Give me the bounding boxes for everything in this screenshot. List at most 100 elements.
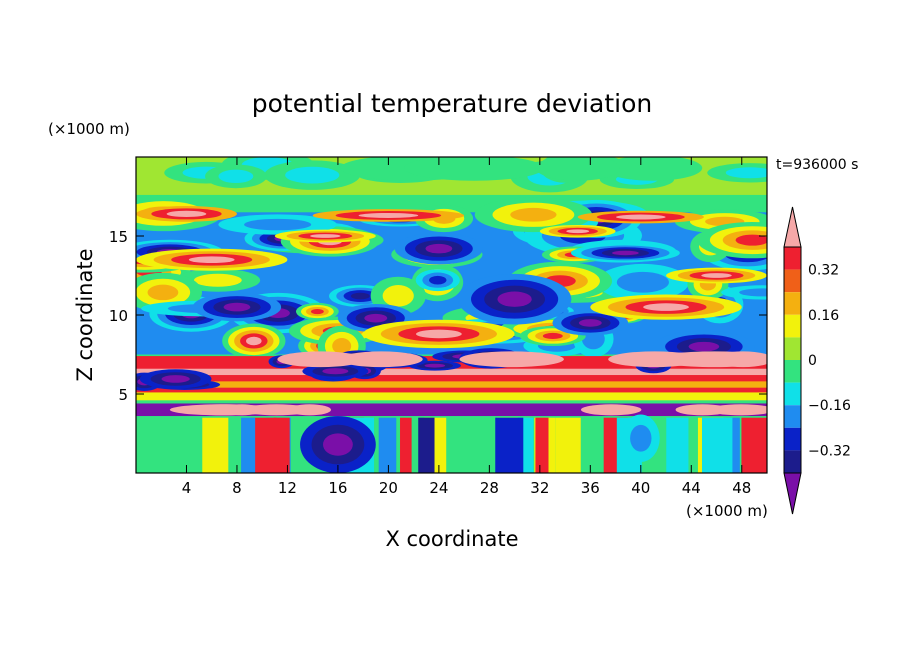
- y-axis: 5 10 15: [109, 228, 767, 404]
- y-tick-label: 10: [109, 307, 128, 325]
- colorbar-band: [784, 450, 801, 473]
- field-blob: [244, 218, 312, 231]
- x-tick-label: 20: [379, 479, 398, 497]
- colorbar: 0.32 0.16 0 −0.16 −0.32: [783, 206, 851, 515]
- x-tick-label: 48: [732, 479, 751, 497]
- field-blob: [566, 229, 590, 234]
- colorbar-tick-label: 0.16: [808, 308, 839, 324]
- field-blob: [364, 313, 388, 323]
- field-blob: [713, 351, 767, 368]
- colorbar-min-arrow: [783, 472, 802, 515]
- field-blob: [725, 167, 767, 179]
- field-band: [136, 392, 767, 401]
- field-blob: [701, 273, 732, 278]
- field-blob: [429, 275, 447, 285]
- x-tick-label: 8: [232, 479, 242, 497]
- time-label: t=936000 s: [776, 157, 858, 173]
- field-blob: [161, 375, 190, 383]
- field-blob: [688, 341, 720, 352]
- colorbar-tick-label: 0.32: [808, 263, 839, 279]
- field-blob: [739, 288, 767, 297]
- field-blob: [425, 243, 453, 254]
- y-unit-label: (×1000 m): [48, 120, 130, 138]
- colorbar-tick-label: −0.32: [808, 443, 851, 459]
- field-blob: [535, 157, 620, 181]
- field-blob: [323, 433, 353, 456]
- field-plume: [729, 417, 740, 473]
- field-blob: [310, 234, 341, 238]
- field-plume: [495, 417, 524, 473]
- field-blob: [415, 329, 462, 339]
- field-plume: [701, 417, 727, 473]
- colorbar-tick-label: −0.16: [808, 398, 851, 414]
- field-blob: [735, 234, 767, 246]
- field-blob: [603, 157, 703, 181]
- x-unit-label: (×1000 m): [686, 502, 768, 520]
- colorbar-band: [784, 292, 801, 315]
- x-tick-label: 16: [328, 479, 347, 497]
- field-blob: [285, 166, 340, 184]
- field-blob: [424, 363, 446, 368]
- field-blob: [630, 424, 652, 452]
- field-blob: [322, 368, 349, 375]
- y-tick-label: 15: [109, 228, 128, 246]
- x-tick-label: 32: [530, 479, 549, 497]
- field-layer: [136, 157, 767, 473]
- colorbar-band: [784, 247, 801, 270]
- colorbar-tick-label: 0: [808, 353, 817, 369]
- colorbar-band: [784, 427, 801, 451]
- field-plume: [241, 417, 256, 473]
- x-tick-label: 36: [581, 479, 600, 497]
- field-blob: [310, 308, 324, 315]
- field-blob: [339, 351, 423, 368]
- colorbar-band: [784, 360, 801, 383]
- field-plume: [535, 417, 549, 473]
- field-blob: [188, 256, 235, 264]
- y-axis-label: Z coordinate: [73, 248, 97, 381]
- field-blob: [166, 210, 207, 217]
- field-blob: [542, 332, 563, 339]
- field-blob: [615, 214, 666, 220]
- field-plume: [378, 417, 397, 473]
- field-blob: [332, 338, 352, 355]
- field-blob: [497, 291, 532, 307]
- field-plume: [418, 417, 435, 473]
- field-blob: [246, 336, 262, 346]
- field-plume: [555, 417, 581, 473]
- field-band: [136, 381, 767, 388]
- colorbar-band: [784, 269, 801, 293]
- colorbar-frame: [783, 246, 802, 474]
- x-tick-label: 12: [278, 479, 297, 497]
- field-blob: [223, 302, 251, 312]
- field-plume: [273, 417, 290, 473]
- field-blob: [147, 284, 179, 301]
- field-blob: [350, 292, 370, 300]
- colorbar-max-arrow: [783, 206, 802, 248]
- x-tick-label: 4: [182, 479, 192, 497]
- colorbar-band: [784, 405, 801, 428]
- field-blob: [382, 285, 414, 307]
- field-blob: [193, 273, 242, 287]
- field-blob: [510, 207, 557, 222]
- field-blob: [218, 169, 254, 184]
- field-blob: [578, 319, 602, 327]
- field-blob: [616, 271, 669, 293]
- field-plume: [400, 417, 412, 473]
- field-plume: [741, 417, 767, 473]
- field-plume: [202, 417, 229, 473]
- field-blob: [277, 351, 364, 368]
- field-blob: [241, 404, 312, 416]
- x-axis-label: X coordinate: [385, 527, 518, 551]
- plot-area: [136, 157, 767, 473]
- colorbar-band: [784, 314, 801, 338]
- field-blob: [358, 212, 419, 218]
- x-tick-label: 28: [480, 479, 499, 497]
- x-axis: 4 8 12 16 20 24 28 32 36 40 44 48: [182, 157, 751, 497]
- field-blob: [643, 303, 689, 311]
- colorbar-band: [784, 337, 801, 360]
- x-tick-label: 24: [429, 479, 448, 497]
- x-tick-label: 44: [682, 479, 701, 497]
- field-blob: [459, 351, 564, 368]
- chart-title: potential temperature deviation: [252, 89, 652, 118]
